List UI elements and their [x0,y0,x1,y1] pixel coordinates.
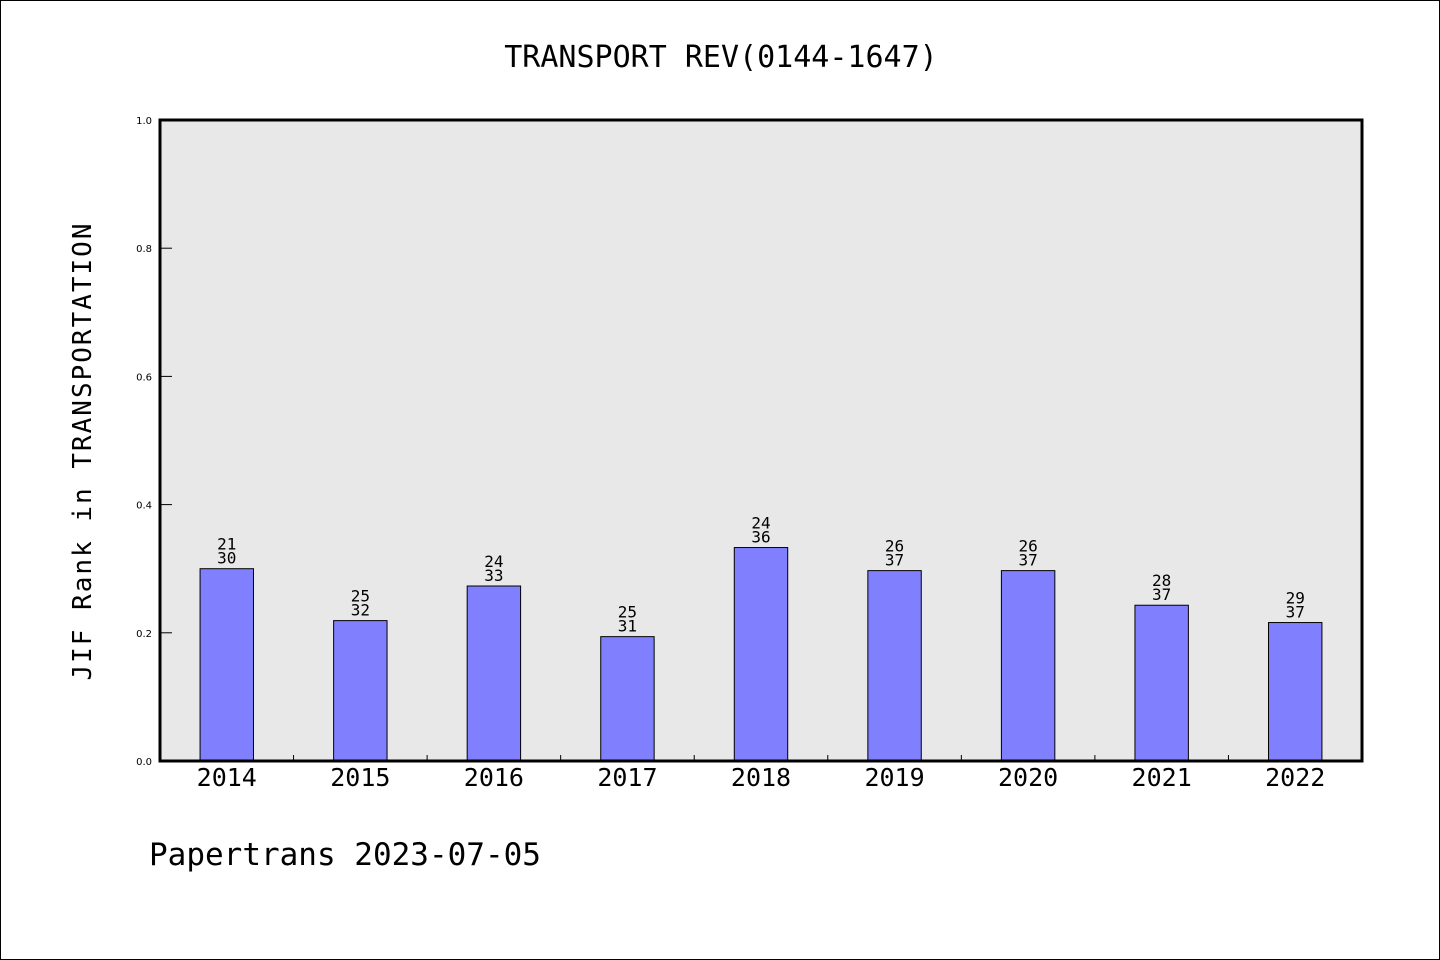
y-tick-label: 1.0 [136,116,152,127]
x-tick-label-2017: 2017 [597,763,657,792]
x-tick-label-2019: 2019 [864,763,924,792]
bar-label-top-2019: 26 [885,537,904,556]
bar-2016 [466,585,522,762]
bar-label-top-2014: 21 [217,535,236,554]
footer-text: Papertrans 2023-07-05 [149,837,541,873]
bar-label-bottom-2022: 37 [1286,603,1305,622]
y-tick-label: 0.2 [136,629,152,640]
x-tick-label-2014: 2014 [197,763,257,792]
y-tick-label: 0.4 [136,501,152,512]
y-tick-label: 0.8 [136,244,152,255]
bar-2015 [333,620,388,762]
chart-title: TRANSPORT REV(0144-1647) [504,40,937,75]
x-tick-label-2018: 2018 [731,763,791,792]
bar-2014 [199,568,254,762]
x-tick-label-2020: 2020 [998,763,1058,792]
bar-label-top-2018: 24 [751,514,770,533]
bar-2019 [867,570,922,762]
bar-label-bottom-2021: 37 [1152,585,1171,604]
bar-label-top-2022: 29 [1286,589,1305,608]
y-axis-label: JIF Rank in TRANSPORTATION [68,222,98,681]
bar-label-bottom-2018: 36 [751,528,770,547]
bar-2020 [1000,570,1056,762]
plot-frame [158,118,1364,763]
x-tick-label-2021: 2021 [1132,763,1192,792]
bar-label-bottom-2019: 37 [885,551,904,570]
bar-2021 [1134,604,1189,762]
bar-label-bottom-2016: 33 [484,566,503,585]
x-tick-label-2022: 2022 [1265,763,1325,792]
bar-2022 [1268,622,1323,762]
ticks-layer: 0.0 0.2 0.4 0.6 0.8 1.0 2014 2015 2016 2017 2018 20… [136,116,1325,792]
bar-label-top-2021: 28 [1152,571,1171,590]
bar-label-top-2015: 25 [351,587,370,606]
bar-label-top-2017: 25 [618,603,637,622]
y-tick-label: 0.6 [136,372,152,383]
bar-2018 [733,547,789,762]
x-tick-label-2015: 2015 [330,763,390,792]
bar-label-bottom-2014: 30 [217,549,236,568]
bar-2017 [600,636,655,762]
bar-label-bottom-2020: 37 [1018,551,1037,570]
bar-label-bottom-2017: 31 [618,617,637,636]
bar-label-top-2020: 26 [1018,537,1037,556]
y-tick-label: 0.0 [136,757,152,768]
bar-label-bottom-2015: 32 [351,601,370,620]
x-tick-label-2016: 2016 [464,763,524,792]
bar-label-top-2016: 24 [484,552,503,571]
